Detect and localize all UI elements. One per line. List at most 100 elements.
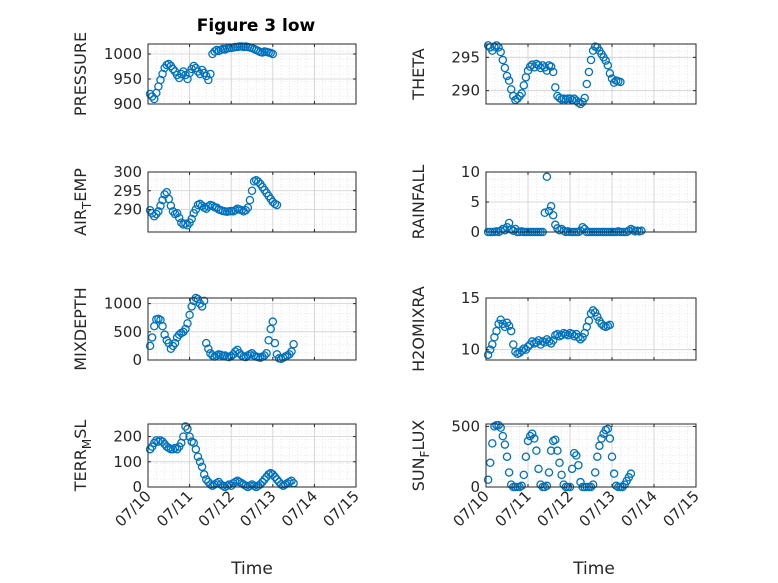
data-point (500, 440, 510, 449)
data-point (185, 310, 194, 320)
data-point (170, 338, 180, 348)
x-tick-label: 07/14 (618, 487, 661, 530)
data-point (147, 333, 157, 342)
data-point (145, 444, 155, 454)
y-axis-label: AIRTEMP (71, 168, 94, 236)
data-point (185, 68, 194, 78)
data-point (158, 437, 167, 446)
data-point (149, 211, 159, 221)
data-point (195, 457, 205, 467)
data-point (245, 195, 255, 205)
y-axis-label: TERRMSL (71, 420, 94, 493)
data-point (498, 431, 508, 441)
data-point (231, 205, 240, 215)
data-point (158, 321, 167, 331)
data-point (154, 207, 163, 216)
data-point (603, 61, 613, 70)
data-point (483, 350, 493, 360)
data-point (527, 337, 537, 346)
axes-box (485, 297, 697, 361)
data-point (525, 431, 535, 441)
chart-panel-7: 050007/1007/1107/1207/1307/1407/15SUNFLU… (409, 417, 703, 530)
data-point (546, 446, 556, 455)
data-point (557, 470, 566, 480)
chart-panel-0: 900 950 1000 PRESSURE (71, 32, 357, 116)
x-tick-label: 07/13 (576, 487, 619, 530)
data-point (496, 47, 505, 57)
data-point (199, 470, 209, 479)
x-tick-label: 07/15 (320, 487, 363, 530)
data-point (544, 468, 554, 477)
data-point (172, 208, 182, 218)
data-point (563, 330, 573, 340)
data-point (578, 333, 587, 342)
y-tick-label: 1000 (104, 295, 142, 313)
data-point (258, 477, 267, 487)
data-point (580, 93, 589, 103)
chart-panel-5: 10 15 H2OMIXRA (409, 286, 697, 372)
data-point (544, 337, 554, 346)
y-tick-label: 200 (113, 428, 142, 446)
y-tick-label: 295 (113, 182, 142, 200)
data-point (548, 210, 558, 220)
data-point (231, 347, 240, 356)
data-point (517, 89, 526, 98)
xlabel-left: Time (230, 559, 273, 579)
y-tick-label: 900 (113, 95, 142, 113)
axes-box (485, 43, 697, 105)
data-point (548, 67, 558, 77)
data-point (272, 475, 282, 484)
data-point (551, 83, 560, 92)
x-tick-label: 07/15 (660, 487, 703, 530)
data-point (152, 209, 161, 219)
x-tick-label: 07/11 (492, 487, 535, 530)
data-point (593, 452, 602, 461)
data-point (191, 205, 201, 214)
data-point (260, 351, 269, 360)
data-point (201, 475, 211, 484)
data-point (542, 172, 552, 182)
data-point (616, 77, 625, 87)
data-point (168, 64, 178, 74)
y-tick-label: 0 (132, 351, 142, 369)
data-point (607, 452, 617, 461)
data-point (502, 71, 512, 81)
data-point (204, 202, 213, 211)
data-point (201, 71, 211, 81)
data-point (266, 324, 275, 334)
data-point (483, 41, 493, 50)
data-point (569, 448, 579, 458)
figure-title: Figure 3 low (197, 16, 316, 36)
data-point (185, 432, 194, 441)
data-point (540, 208, 550, 218)
y-axis-label: PRESSURE (71, 32, 90, 116)
data-point (553, 446, 562, 455)
data-point (588, 480, 598, 489)
y-tick-label: 950 (113, 70, 142, 88)
data-point (490, 42, 499, 51)
data-point (534, 464, 543, 474)
data-point (208, 201, 217, 210)
data-point (593, 312, 602, 321)
y-axis-label: SUNFLUX (409, 420, 432, 492)
data-point (201, 338, 211, 348)
data-point (523, 66, 533, 75)
data-point (177, 69, 186, 79)
data-point (160, 330, 169, 339)
y-tick-label: 5 (470, 193, 480, 211)
data-point (517, 346, 526, 355)
chart-panel-1: 290 295 THETA (409, 41, 697, 109)
data-point (515, 91, 524, 101)
data-point (181, 70, 190, 80)
data-point (590, 308, 600, 317)
y-tick-label: 0 (470, 223, 480, 241)
data-point (532, 446, 541, 455)
data-point (519, 470, 529, 480)
chart-panel-6: 010020007/1007/1107/1207/1307/1407/15TER… (71, 420, 363, 531)
data-point (538, 61, 547, 70)
y-tick-label: 1000 (104, 45, 142, 63)
data-point (509, 91, 518, 101)
y-tick-label: 290 (451, 82, 480, 100)
